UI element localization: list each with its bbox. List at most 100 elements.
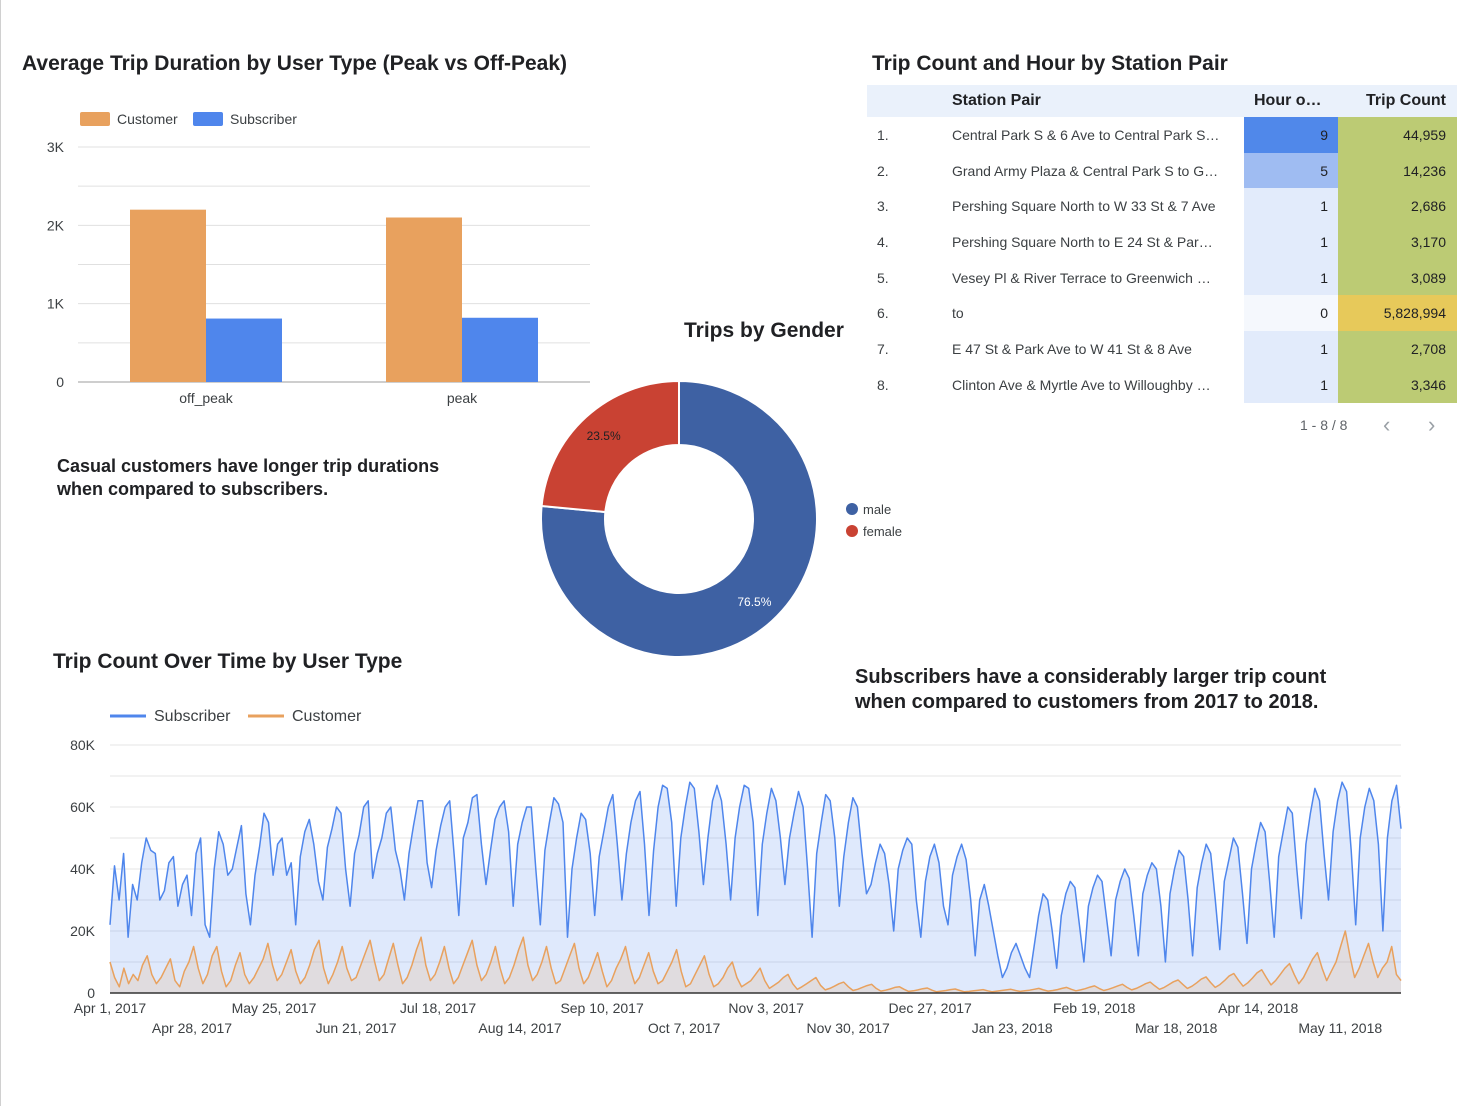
row-station-pair: Central Park S & 6 Ave to Central Park S… <box>952 127 1220 143</box>
bar-chart-title: Average Trip Duration by User Type (Peak… <box>22 52 568 75</box>
line-legend-label: Subscriber <box>154 708 231 725</box>
bar-chart-note: Casual customers have longer trip durati… <box>57 455 439 501</box>
line-x-tick: Dec 27, 2017 <box>889 1000 972 1016</box>
bar-customer-peak <box>386 217 462 382</box>
bar-x-tick: peak <box>447 390 478 406</box>
prev-page-icon[interactable]: ‹ <box>1383 412 1391 437</box>
frame-border <box>0 0 1 1106</box>
line-y-tick: 0 <box>87 985 95 1001</box>
series-customer <box>109 930 1402 993</box>
donut-slice-male <box>540 379 818 658</box>
station-pair-table: Station Pair Hour o… Trip Count 1. Centra… <box>867 85 1457 403</box>
line-x-tick: Nov 3, 2017 <box>728 1000 804 1016</box>
donut-legend-label: female <box>863 524 902 539</box>
col-hour[interactable]: Hour o… <box>1254 92 1322 109</box>
line-legend-label: Customer <box>292 708 362 725</box>
line-x-tick: May 25, 2017 <box>232 1000 317 1016</box>
line-x-tick: Sep 10, 2017 <box>560 1000 644 1016</box>
row-number: 8. <box>877 376 889 393</box>
row-trip-count: 2,686 <box>1338 188 1457 225</box>
bar-note-line-1: Casual customers have longer trip durati… <box>57 456 440 476</box>
row-station-pair: Grand Army Plaza & Central Park S to G… <box>952 162 1219 179</box>
line-note-line-1: Subscribers have a considerably larger t… <box>855 666 1327 688</box>
table-body: 1. Central Park S & 6 Ave to Central Park… <box>867 117 1457 403</box>
row-number: 2. <box>877 162 889 179</box>
table-row[interactable]: 2. Grand Army Plaza & Central Park S to G… <box>867 152 1457 189</box>
donut-legend-dot <box>846 525 858 537</box>
line-x-tick: Aug 14, 2017 <box>478 1020 562 1036</box>
bar-subscriber-off_peak <box>206 318 282 382</box>
row-number: 3. <box>877 198 889 215</box>
table-pager-label: 1 - 8 / 8 <box>1300 417 1348 433</box>
row-station-pair: E 47 St & Park Ave to W 41 St & 8 Ave <box>952 341 1192 358</box>
row-hour: 1 <box>1244 224 1338 260</box>
line-y-tick: 40K <box>70 861 96 877</box>
donut-slice-female <box>540 379 680 514</box>
bar-y-tick: 1K <box>47 296 65 312</box>
bar-customer-off_peak <box>130 209 206 382</box>
row-station-pair: Pershing Square North to W 33 St & 7 Ave <box>952 198 1216 215</box>
line-x-tick: Nov 30, 2017 <box>806 1020 889 1036</box>
row-number: 1. <box>877 127 889 143</box>
row-trip-count: 5,828,994 <box>1338 295 1457 332</box>
line-x-tick: Apr 28, 2017 <box>152 1020 232 1036</box>
col-station-pair[interactable]: Station Pair <box>952 92 1041 109</box>
row-number: 7. <box>877 341 889 358</box>
line-x-tick: Jun 21, 2017 <box>316 1020 397 1036</box>
row-number: 6. <box>877 305 889 322</box>
line-chart: 0 20K 40K 60K 80K Subscriber Customer Apr 1, 20… <box>70 708 1402 1036</box>
donut-legend-label: male <box>863 502 891 517</box>
row-hour: 0 <box>1244 295 1338 332</box>
col-trip-count[interactable]: Trip Count <box>1366 92 1446 109</box>
line-chart-title: Trip Count Over Time by User Type <box>53 650 403 673</box>
table-row[interactable]: 3. Pershing Square North to W 33 St & 7 A… <box>867 188 1457 225</box>
table-header: Station Pair Hour o… Trip Count <box>867 85 1457 117</box>
bar-legend-label: Customer <box>117 111 178 127</box>
bar-legend-swatch <box>80 112 110 126</box>
row-trip-count: 14,236 <box>1338 152 1457 189</box>
row-trip-count: 3,089 <box>1338 259 1457 296</box>
table-row[interactable]: 4. Pershing Square North to E 24 St & Par… <box>867 224 1457 260</box>
donut-chart-title: Trips by Gender <box>684 319 844 342</box>
row-station-pair: Pershing Square North to E 24 St & Par… <box>952 234 1213 251</box>
area-subscriber <box>110 782 1401 993</box>
line-note-line-2: when compared to customers from 2017 to … <box>855 691 1319 713</box>
table-row[interactable]: 8. Clinton Ave & Myrtle Ave to Willoughby… <box>867 366 1457 403</box>
table-row[interactable]: 1. Central Park S & 6 Ave to Central Park… <box>867 117 1457 153</box>
line-y-tick: 20K <box>70 923 96 939</box>
row-hour: 1 <box>1244 331 1338 367</box>
row-hour: 1 <box>1244 188 1338 225</box>
bar-chart: 0 1K 2K 3K Customer Subscriber off_peak peak <box>47 111 590 406</box>
line-x-tick: Jan 23, 2018 <box>972 1020 1053 1036</box>
donut-legend-dot <box>846 503 858 515</box>
table-row[interactable]: 7. E 47 St & Park Ave to W 41 St & 8 Ave 1… <box>867 331 1457 367</box>
row-hour: 1 <box>1244 366 1338 403</box>
table-row[interactable]: 5. Vesey Pl & River Terrace to Greenwich … <box>867 259 1457 296</box>
bar-y-tick: 0 <box>56 374 64 390</box>
row-trip-count: 44,959 <box>1338 117 1457 153</box>
table-row[interactable]: 6. to 0 5,828,994 <box>867 295 1457 332</box>
donut-slice-label: 23.5% <box>587 429 621 443</box>
bar-subscriber-peak <box>462 317 538 382</box>
row-number: 5. <box>877 269 889 286</box>
line-y-tick: 80K <box>70 737 96 753</box>
row-hour: 5 <box>1244 152 1338 189</box>
line-x-tick: Oct 7, 2017 <box>648 1020 721 1036</box>
line-x-tick: May 11, 2018 <box>1298 1020 1382 1036</box>
row-station-pair: to <box>952 305 964 322</box>
row-hour: 1 <box>1244 259 1338 296</box>
donut-slice-label: 76.5% <box>737 595 771 609</box>
line-x-tick: Apr 1, 2017 <box>74 1000 147 1016</box>
bar-note-line-2: when compared to subscribers. <box>57 479 329 499</box>
series-subscriber <box>109 781 1402 979</box>
row-trip-count: 2,708 <box>1338 331 1457 367</box>
bar-legend-label: Subscriber <box>230 111 297 127</box>
bar-y-tick: 2K <box>47 217 65 233</box>
line-x-tick: Jul 18, 2017 <box>400 1000 476 1016</box>
row-station-pair: Vesey Pl & River Terrace to Greenwich … <box>952 269 1211 286</box>
next-page-icon[interactable]: › <box>1428 412 1436 437</box>
row-hour: 9 <box>1244 117 1338 153</box>
line-x-tick: Apr 14, 2018 <box>1218 1000 1298 1016</box>
row-number: 4. <box>877 234 889 251</box>
bar-y-tick: 3K <box>47 139 65 155</box>
